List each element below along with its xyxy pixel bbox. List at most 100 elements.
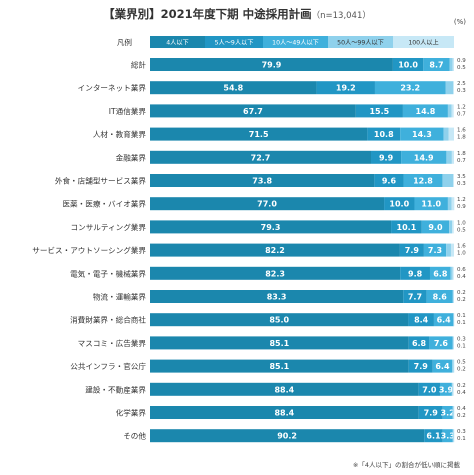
data-label: 72.7 [251,153,271,162]
bar-segment [421,220,450,234]
small-data-label: 1.0 [457,220,466,226]
legend-swatch-2 [205,36,263,48]
small-data-label: 0.1 [457,436,466,442]
category-label: 医薬・医療・バイオ業界 [62,199,146,209]
bar-segment [371,150,402,164]
data-label: 67.7 [243,107,263,116]
bar-segment [453,359,455,373]
bar-segment [426,290,453,303]
bar-segment [453,174,454,187]
small-data-label: 0.1 [457,320,466,326]
data-label: 8.6 [433,293,448,302]
bar-segment [452,336,454,350]
bar-segment [442,429,453,443]
bar-segment [400,127,444,141]
bar-segment [150,266,401,280]
bar-segment [400,266,430,280]
data-label: 85.1 [269,362,289,371]
bar-segment [429,336,453,350]
category-label: その他 [123,431,146,441]
bar-segment [451,382,453,396]
bar-segment [150,359,409,373]
small-data-label: 2.5 [457,81,466,87]
data-label: 83.3 [267,293,287,302]
legend-label-1: 4人以下 [166,40,189,47]
bar-segment [453,429,455,443]
small-data-label: 0.5 [457,360,466,366]
data-label: 85.1 [269,339,289,348]
bar-segment [392,58,424,71]
data-label: 82.2 [265,246,285,255]
data-label: 6.8 [433,269,448,278]
small-data-label: 0.6 [457,267,466,273]
data-label: 73.8 [252,177,272,186]
data-label: 11.0 [421,200,441,209]
small-data-label: 0.4 [457,390,466,396]
sample-size: （n=13,041） [311,11,371,21]
small-data-label: 0.3 [457,181,466,187]
data-label: 10.0 [398,61,418,70]
bar-segment [453,406,455,419]
bar-segment [440,382,452,396]
bar-segment [452,266,454,280]
bar-segment [374,81,446,95]
bar-segment [150,81,317,95]
data-label: 3.2 [441,409,455,418]
small-data-label: 1.2 [457,104,466,110]
small-data-label: 3.5 [457,174,466,180]
bar-segment [150,220,392,234]
legend-swatch-3 [263,36,328,48]
bar-segment [453,81,454,95]
bar-segment [408,313,434,327]
bar-segment [384,197,415,211]
data-label: 10.0 [389,200,409,209]
bar-segment [443,127,449,141]
data-label: 79.9 [262,61,282,70]
bar-segment [150,174,375,187]
small-data-label: 0.2 [457,367,466,373]
legend-label-5: 100人以上 [408,39,438,47]
data-label: 77.0 [257,200,277,209]
data-label: 19.2 [336,84,356,93]
data-label: 3.9 [439,385,454,394]
data-label: 7.3 [428,246,442,255]
data-label: 6.4 [437,316,452,325]
bar-segment [450,243,454,257]
category-label: 消費財業界・総合商社 [70,315,146,325]
small-data-label: 0.3 [457,429,466,435]
bar-segment [433,313,454,327]
data-label: 6.4 [435,362,450,371]
data-label: 10.8 [374,130,394,139]
data-label: 7.0 [422,385,437,394]
bar-segment [448,127,454,141]
bar-segment [452,382,454,396]
small-data-label: 0.2 [457,383,466,389]
bar-segment [355,104,403,118]
footnote: ※「4人以下」の割合が低い順に掲載 [352,461,460,469]
data-label: 14.8 [416,107,436,116]
category-label: サービス・アウトソーシング業界 [32,245,146,255]
data-label: 71.5 [249,130,269,139]
bar-segment [418,382,441,396]
bar-segment [150,58,393,71]
category-label: 総計 [131,60,147,70]
data-label: 7.9 [405,246,420,255]
bar-segment [451,150,454,164]
data-label: 14.3 [412,130,432,139]
bar-segment [451,197,455,211]
data-label: 8.7 [429,61,443,70]
category-label: マスコミ・広告業界 [78,338,147,348]
legend-label-2: 5人～9人以下 [215,40,254,47]
bar-segment [450,266,453,280]
small-data-label: 0.9 [457,204,466,210]
small-data-label: 0.2 [457,297,466,303]
bar-segment [150,127,368,141]
bar-segment [452,220,454,234]
small-data-label: 0.2 [457,413,466,419]
small-data-label: 1.8 [457,151,466,157]
bar-segment [150,313,409,327]
small-data-label: 1.6 [457,128,466,134]
bar-segment [453,290,454,303]
bar-segment [447,104,452,118]
bar-segment [449,58,453,71]
